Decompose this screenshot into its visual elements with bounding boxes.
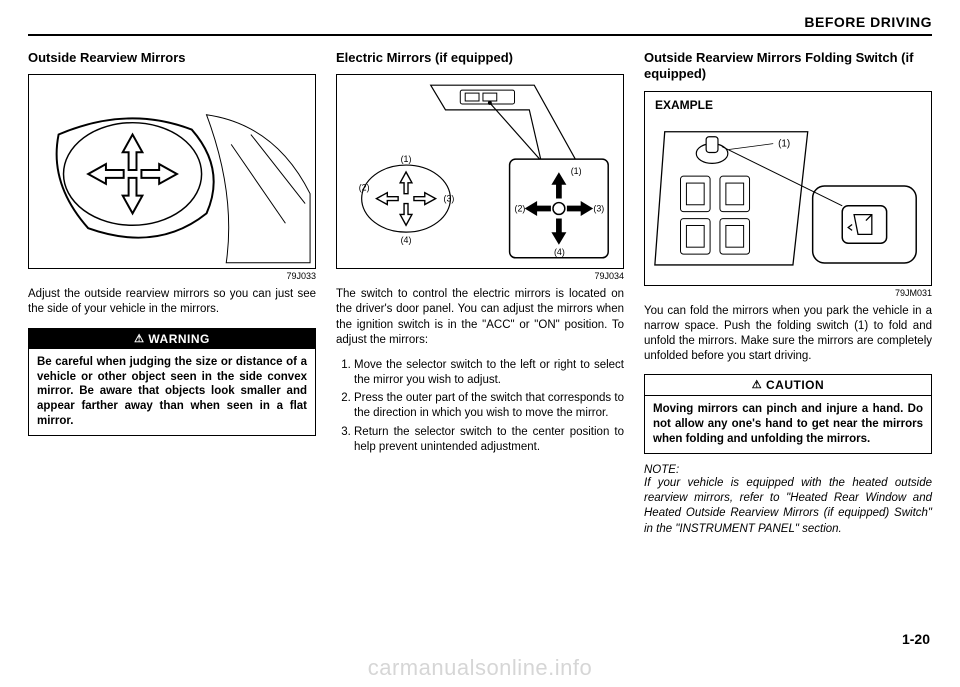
caution-body: Moving mirrors can pinch and injure a ha…: [645, 396, 931, 453]
col3-title: Outside Rearview Mirrors Folding Switch …: [644, 50, 932, 83]
example-label: EXAMPLE: [655, 98, 713, 112]
figure-mirror-adjust: [28, 74, 316, 269]
figure-folding-switch: EXAMPLE (1): [644, 91, 932, 286]
step-1: Move the selector switch to the left or …: [354, 358, 624, 388]
svg-text:(4): (4): [401, 235, 412, 245]
step-2: Press the outer part of the switch that …: [354, 391, 624, 421]
col2-steps: Move the selector switch to the left or …: [336, 358, 624, 455]
caution-label: CAUTION: [766, 378, 824, 392]
fig3-label-1: (1): [778, 138, 790, 149]
caution-icon: ⚠: [752, 378, 762, 391]
svg-text:(3): (3): [444, 194, 455, 204]
column-2: Electric Mirrors (if equipped): [336, 50, 624, 537]
col2-title: Electric Mirrors (if equipped): [336, 50, 624, 66]
warning-label: WARNING: [148, 332, 210, 346]
page-number: 1-20: [902, 631, 930, 647]
svg-text:(1): (1): [401, 154, 412, 164]
note-label: NOTE:: [644, 464, 932, 476]
section-header: BEFORE DRIVING: [28, 14, 932, 30]
col1-para1: Adjust the outside rearview mirrors so y…: [28, 287, 316, 317]
warning-header: ⚠ WARNING: [29, 329, 315, 349]
step-3: Return the selector switch to the center…: [354, 425, 624, 455]
warning-icon: ⚠: [134, 332, 144, 345]
fig1-id: 79J033: [28, 271, 316, 281]
fig3-id: 79JM031: [644, 288, 932, 298]
fig2-id: 79J034: [336, 271, 624, 281]
warning-body: Be careful when judging the size or dist…: [29, 349, 315, 436]
svg-text:(2): (2): [359, 183, 370, 193]
col3-para1: You can fold the mirrors when you park t…: [644, 304, 932, 365]
svg-text:(2): (2): [515, 204, 526, 214]
column-3: Outside Rearview Mirrors Folding Switch …: [644, 50, 932, 537]
warning-box: ⚠ WARNING Be careful when judging the si…: [28, 328, 316, 437]
col1-title: Outside Rearview Mirrors: [28, 50, 316, 66]
svg-text:(4): (4): [554, 247, 565, 257]
column-1: Outside Rearview Mirrors: [28, 50, 316, 537]
col2-para1: The switch to control the electric mirro…: [336, 287, 624, 348]
svg-text:(3): (3): [593, 204, 604, 214]
svg-text:(1): (1): [571, 166, 582, 176]
manual-page: BEFORE DRIVING Outside Rearview Mirrors: [0, 0, 960, 687]
figure-electric-mirror: (1) (2) (3) (4) (1): [336, 74, 624, 269]
note-body: If your vehicle is equipped with the hea…: [644, 476, 932, 537]
caution-box: ⚠ CAUTION Moving mirrors can pinch and i…: [644, 374, 932, 454]
header-rule: [28, 34, 932, 36]
content-columns: Outside Rearview Mirrors: [28, 50, 932, 537]
caution-header: ⚠ CAUTION: [645, 375, 931, 396]
